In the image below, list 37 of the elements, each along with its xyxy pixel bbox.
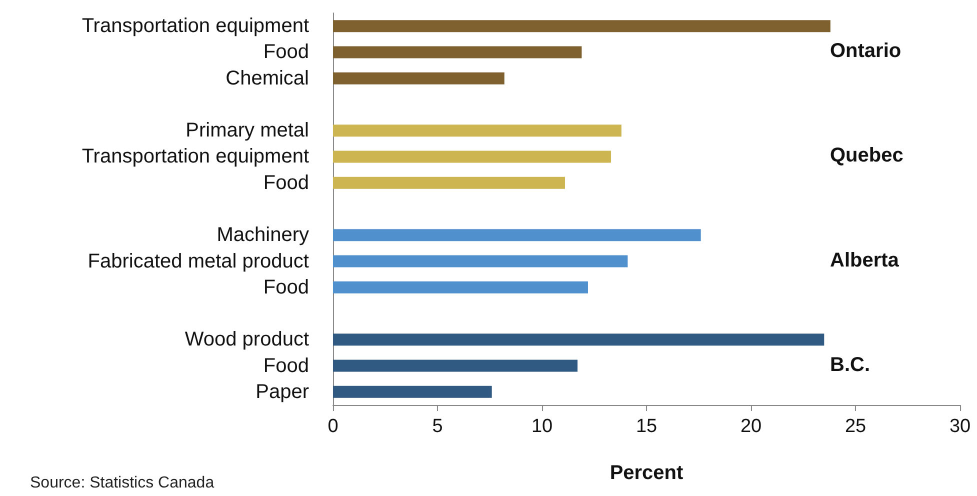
y-tick-label: Chemical <box>226 67 309 90</box>
x-tick-label: 25 <box>844 416 866 437</box>
y-tick-label: Transportation equipment <box>82 15 310 38</box>
x-tick-label: 5 <box>432 416 443 437</box>
bar <box>333 281 588 294</box>
series-label: B.C. <box>830 354 870 376</box>
x-tick-label: 10 <box>531 416 553 437</box>
x-tick-label: 0 <box>328 416 338 437</box>
bar <box>333 360 578 372</box>
y-tick-label: Food <box>263 172 309 194</box>
text: Quebec <box>830 144 904 167</box>
x-tick-label: 15 <box>636 416 658 437</box>
y-tick-label: Food <box>263 354 309 377</box>
y-tick-label: Paper <box>256 380 310 403</box>
y-tick-label: Food <box>263 276 309 298</box>
y-tick-label: Primary metal <box>186 120 309 142</box>
bar <box>333 386 492 398</box>
x-axis-title: Percent <box>610 462 684 484</box>
bar <box>333 124 622 137</box>
bar <box>333 72 504 84</box>
source-note: Source: Statistics Canada <box>30 474 214 492</box>
bar <box>333 334 824 346</box>
bar <box>333 176 565 189</box>
bar <box>333 46 582 58</box>
bar <box>333 255 628 268</box>
bar <box>333 229 701 242</box>
x-tick-label: 20 <box>740 416 762 437</box>
bar <box>333 20 830 32</box>
y-tick-label: Fabricated metal product <box>88 250 310 272</box>
y-tick-label: Food <box>263 41 309 64</box>
series-label: Ontario <box>830 40 902 62</box>
x-tick-label: 30 <box>949 416 971 437</box>
text: Alberta <box>830 249 900 272</box>
y-tick-label: Transportation equipment <box>82 146 310 168</box>
bar <box>333 150 611 163</box>
y-tick-label: Wood product <box>184 328 310 351</box>
y-tick-label: Machinery <box>216 224 309 246</box>
